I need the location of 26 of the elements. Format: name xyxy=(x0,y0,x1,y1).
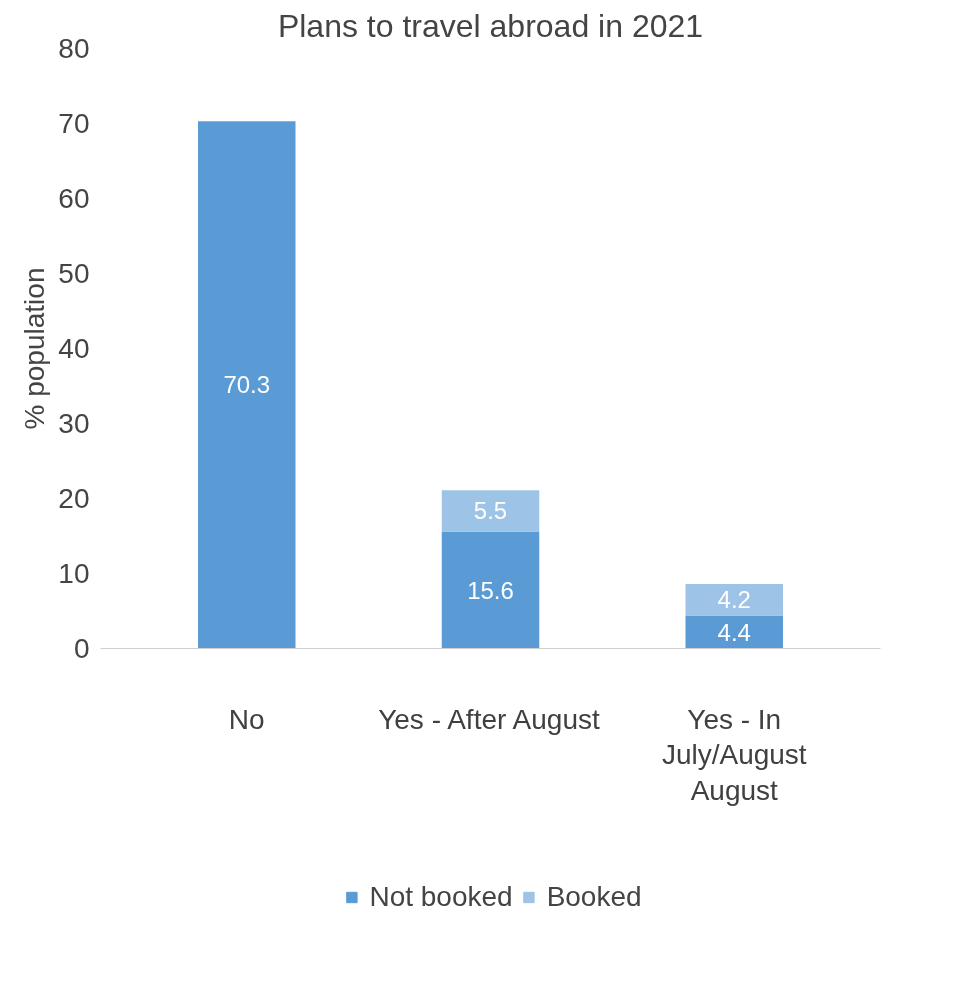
data-label: 4.4 xyxy=(717,618,751,646)
chart-title: Plans to travel abroad in 2021 xyxy=(277,7,704,44)
y-tick-label: 20 xyxy=(58,483,90,514)
data-label: 4.2 xyxy=(717,586,751,614)
y-tick-label: 80 xyxy=(58,33,90,64)
y-tick-label: 30 xyxy=(58,408,90,439)
bar xyxy=(685,584,783,616)
bar xyxy=(685,615,783,649)
legend-label: Booked xyxy=(546,881,642,913)
x-tick-label: Yes - In July/August August xyxy=(661,703,807,806)
y-tick-label: 50 xyxy=(58,258,90,289)
bar xyxy=(198,121,296,649)
legend-label: Not booked xyxy=(369,881,513,913)
data-label: 70.3 xyxy=(223,371,271,399)
x-tick-label: No xyxy=(228,703,265,735)
x-tick-label: Yes - After August xyxy=(378,703,600,735)
data-label: 15.6 xyxy=(467,576,514,604)
y-tick-label: 40 xyxy=(58,333,90,364)
y-tick-label: 70 xyxy=(58,108,90,139)
bar xyxy=(441,531,540,649)
bar xyxy=(441,490,540,532)
y-axis-title: % population xyxy=(19,267,51,430)
y-tick-label: 10 xyxy=(58,558,90,589)
data-label: 5.5 xyxy=(473,497,508,525)
y-tick-label: 60 xyxy=(58,183,90,214)
y-tick-label: 0 xyxy=(73,633,90,664)
